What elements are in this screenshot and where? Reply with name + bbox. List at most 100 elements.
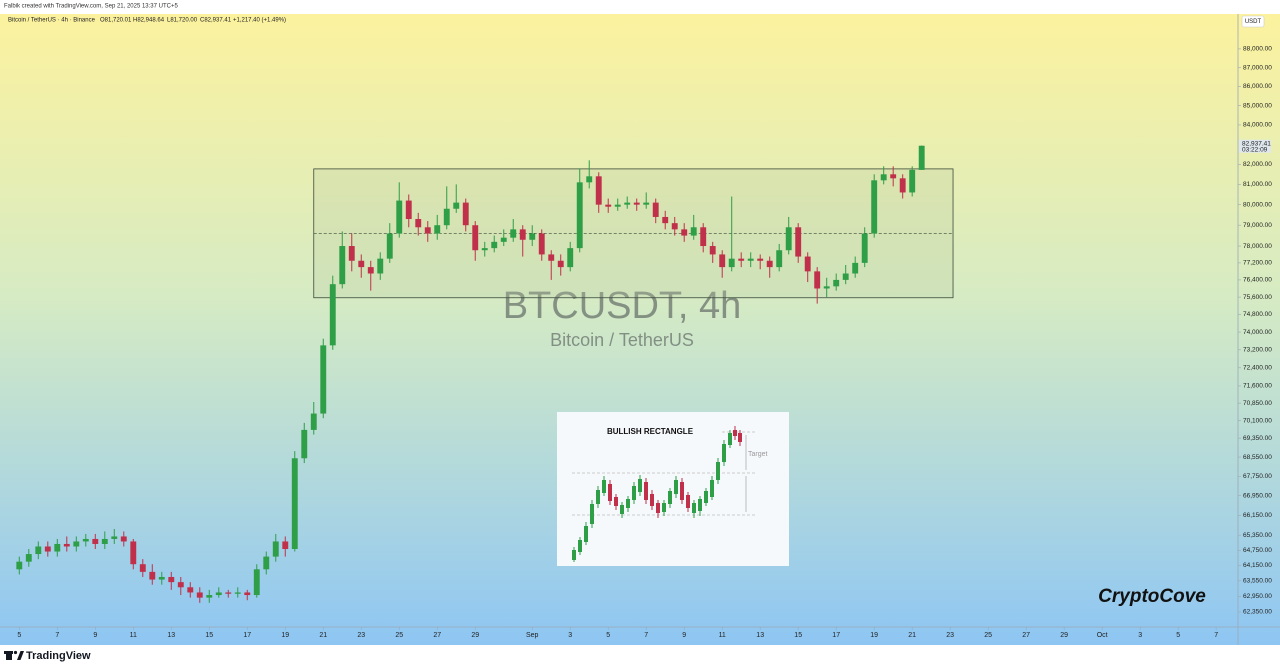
- y-tick-label: 66,150.00: [1243, 512, 1272, 519]
- candle-body: [44, 546, 51, 552]
- candle-body: [405, 200, 412, 220]
- candle: [605, 198, 612, 213]
- candle: [386, 223, 393, 263]
- candle-body: [101, 538, 108, 544]
- candle-body: [367, 267, 374, 274]
- candle: [538, 229, 545, 261]
- candle-body: [576, 182, 583, 249]
- candle: [310, 401, 317, 435]
- x-tick-label: 13: [756, 632, 764, 639]
- candle: [434, 214, 441, 240]
- candle-body: [25, 554, 32, 562]
- candle-body: [842, 273, 849, 280]
- x-tick-label: 17: [243, 632, 251, 639]
- candle: [586, 160, 593, 189]
- candle-body: [491, 241, 498, 249]
- candle-body: [339, 246, 346, 285]
- candle-body: [92, 538, 99, 544]
- candle-body: [310, 413, 317, 430]
- candle: [776, 243, 783, 272]
- candle: [367, 260, 374, 291]
- x-tick-label: 5: [1176, 632, 1180, 639]
- candle: [196, 587, 203, 603]
- candle-body: [662, 216, 669, 224]
- signature: CryptoCove: [1098, 586, 1206, 607]
- x-tick-label: 27: [433, 632, 441, 639]
- candle: [652, 198, 659, 224]
- candle-body: [614, 204, 621, 207]
- candle-body: [871, 180, 878, 234]
- candle-body: [187, 587, 194, 593]
- y-tick-label: 63,550.00: [1243, 578, 1272, 585]
- candle-body: [880, 174, 887, 181]
- watermark-subtitle: Bitcoin / TetherUS: [550, 330, 694, 350]
- candle-body: [396, 200, 403, 234]
- candle: [215, 587, 222, 598]
- candle-body: [519, 229, 526, 240]
- candle: [225, 589, 232, 598]
- y-tick-label: 62,350.00: [1243, 609, 1272, 616]
- candle: [415, 212, 422, 236]
- candle: [377, 252, 384, 280]
- candle: [453, 184, 460, 213]
- candle: [557, 254, 564, 276]
- candle: [662, 210, 669, 230]
- candle: [130, 538, 137, 570]
- y-tick-label: 78,000.00: [1243, 243, 1272, 250]
- x-tick-label: 19: [870, 632, 878, 639]
- candle: [861, 227, 868, 268]
- candle-body: [225, 592, 232, 594]
- x-tick-label: 7: [1214, 632, 1218, 639]
- inset-background: [557, 412, 789, 566]
- candle: [44, 541, 51, 557]
- candle-body: [120, 536, 127, 542]
- inset-target: Target: [748, 451, 768, 458]
- x-tick-label: 27: [1022, 632, 1030, 639]
- candle-body: [785, 227, 792, 251]
- candle-body: [111, 536, 118, 539]
- candle-body: [472, 225, 479, 251]
- x-tick-label: 15: [794, 632, 802, 639]
- y-tick-label: 77,200.00: [1243, 260, 1272, 267]
- candle: [149, 564, 156, 585]
- candle: [747, 252, 754, 268]
- y-tick-label: 75,600.00: [1243, 294, 1272, 301]
- candle: [120, 531, 127, 547]
- candle-body: [918, 145, 925, 170]
- candle: [472, 221, 479, 261]
- candle-body: [377, 258, 384, 274]
- candle: [633, 198, 640, 211]
- candle: [899, 174, 906, 199]
- candle: [671, 216, 678, 236]
- candle: [16, 556, 23, 575]
- legend-open: O81,720.01: [100, 18, 132, 24]
- y-tick-label: 74,800.00: [1243, 311, 1272, 318]
- candle-body: [73, 541, 80, 547]
- candle-body: [158, 576, 165, 580]
- candle-body: [776, 250, 783, 268]
- candle-body: [595, 176, 602, 205]
- candle: [880, 166, 887, 185]
- candle-body: [671, 223, 678, 230]
- candle-body: [54, 543, 61, 552]
- x-tick-label: 11: [719, 632, 726, 639]
- candle-body: [804, 256, 811, 272]
- candle: [244, 589, 251, 601]
- candle-body: [605, 204, 612, 207]
- legend-low: L81,720.00: [167, 18, 198, 24]
- candle: [206, 589, 213, 603]
- candle: [643, 192, 650, 209]
- y-tick-label: 80,000.00: [1243, 201, 1272, 208]
- candle: [510, 219, 517, 242]
- y-tick-label: 85,000.00: [1243, 102, 1272, 109]
- x-tick-label: 7: [55, 632, 59, 639]
- plot-area: [16, 145, 954, 603]
- candle-body: [681, 229, 688, 236]
- candle-body: [510, 229, 517, 238]
- x-tick-label: 19: [281, 632, 289, 639]
- brand: TradingView: [26, 650, 91, 662]
- candle: [405, 194, 412, 228]
- candle-body: [814, 271, 821, 289]
- candle: [424, 221, 431, 242]
- y-tick-label: 67,750.00: [1243, 473, 1272, 480]
